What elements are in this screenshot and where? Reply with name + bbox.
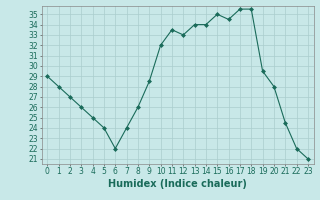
- X-axis label: Humidex (Indice chaleur): Humidex (Indice chaleur): [108, 179, 247, 189]
